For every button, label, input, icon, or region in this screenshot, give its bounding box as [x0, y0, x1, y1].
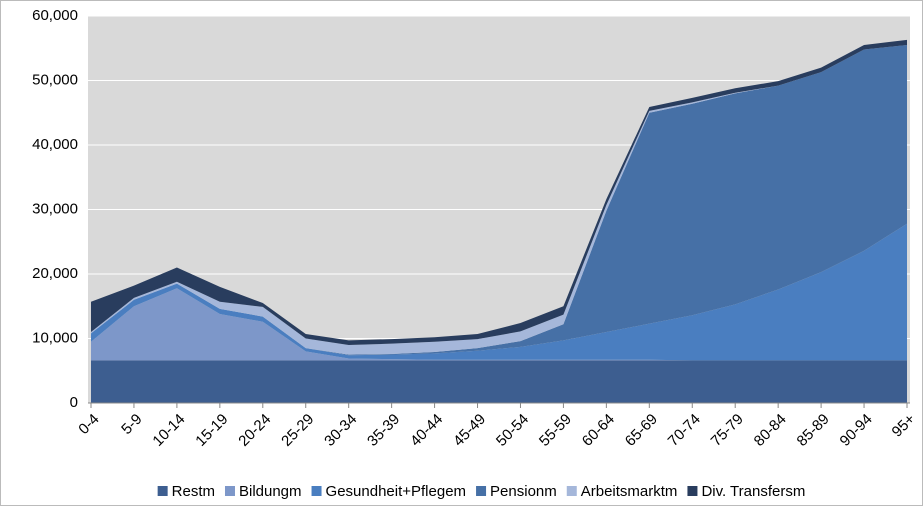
- legend-label: Bildungm: [239, 483, 302, 500]
- y-tick-label: 60,000: [32, 7, 78, 24]
- area: [91, 288, 907, 361]
- y-tick-label: 40,000: [32, 136, 78, 153]
- area: [91, 45, 907, 356]
- y-tick-label: 0: [70, 394, 78, 411]
- legend-label: Div. Transfersm: [701, 483, 805, 500]
- legend-label: Restm: [172, 483, 215, 500]
- legend-label: Gesundheit+Pflegem: [326, 483, 467, 500]
- area: [91, 360, 907, 403]
- y-tick-label: 10,000: [32, 329, 78, 346]
- legend-swatch: [566, 486, 577, 496]
- legend-swatch: [224, 486, 235, 496]
- legend-swatch: [476, 486, 487, 496]
- legend-swatch: [687, 486, 698, 496]
- area: [91, 223, 907, 361]
- y-tick-label: 50,000: [32, 71, 78, 88]
- y-tick-label: 30,000: [32, 200, 78, 217]
- legend-label: Pensionm: [490, 483, 557, 500]
- legend-swatch: [157, 486, 168, 496]
- y-tick-label: 20,000: [32, 265, 78, 282]
- legend-swatch: [311, 486, 322, 496]
- legend-label: Arbeitsmarktm: [581, 483, 678, 500]
